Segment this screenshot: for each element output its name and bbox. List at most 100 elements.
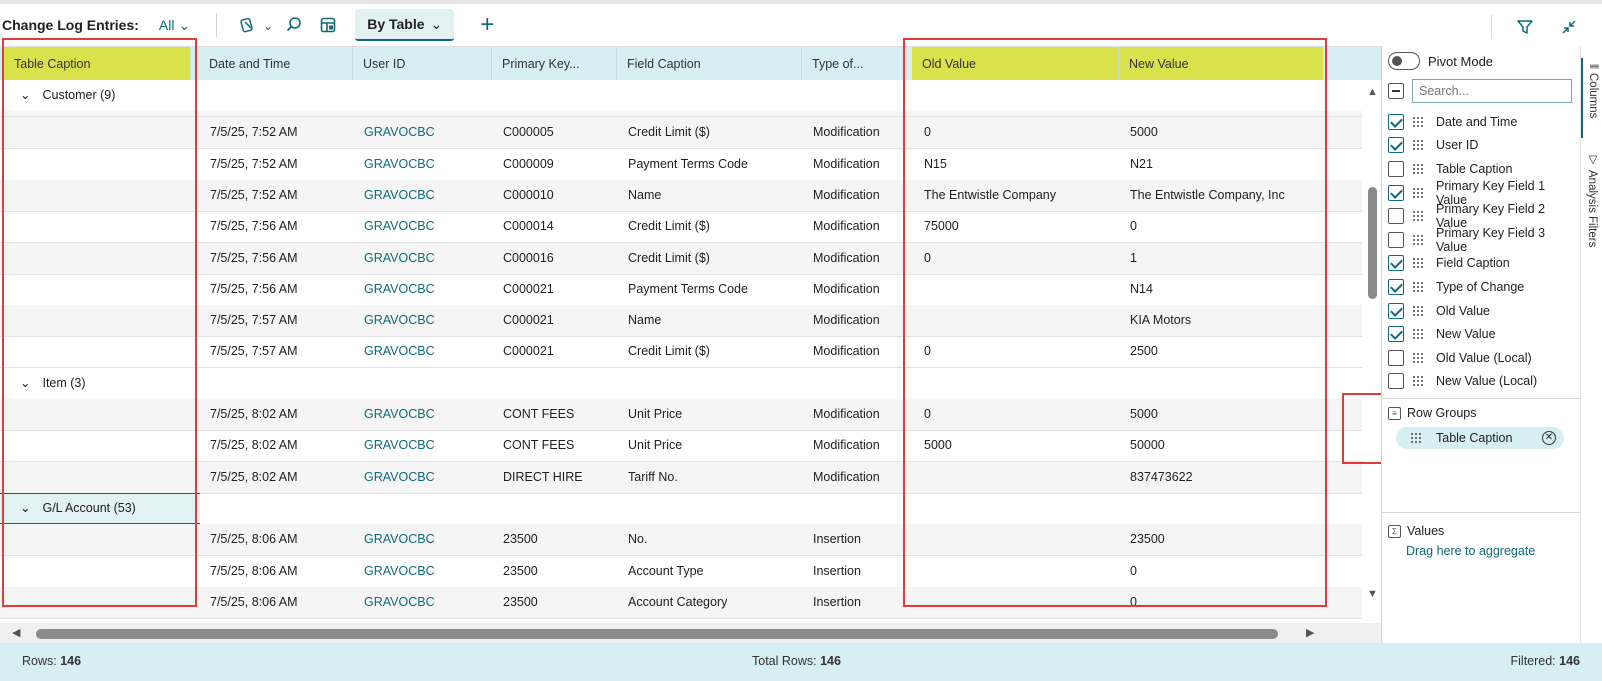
horizontal-scroll-thumb[interactable] — [36, 629, 1278, 639]
column-list-item[interactable]: Primary Key Field 2 Value — [1388, 202, 1578, 230]
drag-handle-icon[interactable] — [1412, 233, 1424, 246]
group-row[interactable]: ⌄ Customer (9) — [0, 80, 1362, 112]
drag-handle-icon[interactable] — [1412, 115, 1424, 128]
table-row[interactable]: 7/5/25, 7:52 AM GRAVOCBC C000009 Payment Te… — [0, 149, 1362, 181]
toggle-switch[interactable] — [1388, 52, 1420, 70]
view-selector[interactable]: By Table ⌄ — [355, 9, 455, 41]
column-header-primary-key[interactable]: Primary Key... — [492, 47, 617, 80]
cell-user[interactable]: GRAVOCBC — [364, 313, 435, 328]
chevron-down-icon[interactable]: ⌄ — [20, 375, 31, 390]
column-checkbox[interactable] — [1388, 302, 1404, 319]
filter-icon[interactable] — [1510, 12, 1540, 42]
column-header-date-time[interactable]: Date and Time — [199, 47, 353, 80]
table-row[interactable]: 7/5/25, 8:06 AM GRAVOCBC 23500 No. Insertion… — [0, 524, 1362, 557]
layout-icon[interactable] — [313, 10, 343, 40]
column-checkbox[interactable] — [1388, 231, 1404, 248]
select-all-checkbox[interactable] — [1388, 83, 1404, 99]
cell-user[interactable]: GRAVOCBC — [364, 407, 435, 421]
column-checkbox[interactable] — [1388, 278, 1404, 295]
scroll-left-icon[interactable]: ◀ — [12, 627, 21, 639]
horizontal-scrollbar[interactable]: ◀ ▶ — [0, 623, 1381, 644]
search-icon[interactable] — [279, 10, 309, 40]
group-label[interactable]: ⌄ Customer (9) — [20, 80, 115, 111]
column-checkbox[interactable] — [1388, 137, 1404, 154]
cell-user[interactable]: GRAVOCBC — [364, 438, 435, 453]
drag-handle-icon[interactable] — [1412, 186, 1424, 199]
table-row[interactable]: 7/5/25, 7:57 AM GRAVOCBC C000021 Name Modifi… — [0, 305, 1362, 338]
column-list-item[interactable]: Field Caption — [1388, 252, 1578, 276]
column-checkbox[interactable] — [1388, 160, 1404, 177]
column-list-item[interactable]: Table Caption — [1388, 157, 1578, 181]
remove-icon[interactable]: ✕ — [1542, 431, 1556, 445]
cell-user[interactable]: GRAVOCBC — [364, 219, 435, 234]
column-checkbox[interactable] — [1388, 255, 1404, 272]
column-list-item[interactable]: Old Value (Local) — [1388, 346, 1578, 370]
group-row[interactable]: ⌄ Item (3) — [0, 368, 1362, 400]
column-list-item[interactable]: Type of Change — [1388, 275, 1578, 299]
group-label[interactable]: ⌄ Item (3) — [20, 368, 86, 399]
cell-user[interactable]: GRAVOCBC — [364, 125, 435, 140]
column-header-old-value[interactable]: Old Value — [912, 47, 1119, 80]
tab-columns[interactable]: ⦀ Columns — [1581, 58, 1602, 138]
column-list-item[interactable]: New Value — [1388, 322, 1578, 346]
cell-user[interactable]: GRAVOCBC — [364, 156, 435, 171]
vertical-scrollbar[interactable]: ▲ ▼ — [1364, 80, 1381, 623]
column-header-user-id[interactable]: User ID — [353, 47, 492, 80]
scroll-up-icon[interactable]: ▲ — [1367, 86, 1378, 98]
table-row[interactable]: 7/5/25, 8:06 AM GRAVOCBC 23500 Account Type… — [0, 556, 1362, 588]
row-group-chip[interactable]: Table Caption ✕ — [1396, 427, 1564, 449]
drag-handle-icon[interactable] — [1412, 280, 1424, 293]
scroll-right-icon[interactable]: ▶ — [1306, 627, 1315, 639]
table-row[interactable]: 7/5/25, 8:02 AM GRAVOCBC DIRECT HIRE Tariff… — [0, 461, 1362, 494]
table-row[interactable]: 7/5/25, 7:56 AM GRAVOCBC C000014 Credit Lim… — [0, 211, 1362, 244]
group-row[interactable]: ⌄ G/L Account (53) — [0, 492, 1362, 525]
column-checkbox[interactable] — [1388, 208, 1404, 225]
column-list-item[interactable]: User ID — [1388, 134, 1578, 158]
column-list-item[interactable]: Primary Key Field 3 Value — [1388, 226, 1578, 254]
drag-handle-icon[interactable] — [1412, 304, 1424, 317]
column-header-field-caption[interactable]: Field Caption — [617, 47, 802, 80]
drag-handle-icon[interactable] — [1412, 351, 1424, 364]
scroll-down-icon[interactable]: ▼ — [1367, 588, 1378, 600]
drag-handle-icon[interactable] — [1412, 328, 1424, 341]
cell-user[interactable]: GRAVOCBC — [364, 532, 435, 547]
cell-user[interactable]: GRAVOCBC — [364, 469, 435, 484]
cell-user[interactable]: GRAVOCBC — [364, 594, 435, 609]
entries-filter-dropdown[interactable]: All ⌄ — [159, 17, 190, 34]
collapse-icon[interactable] — [1554, 12, 1584, 42]
column-checkbox[interactable] — [1388, 373, 1404, 390]
column-checkbox[interactable] — [1388, 349, 1404, 366]
table-row[interactable]: 7/5/25, 7:56 AM GRAVOCBC C000016 Credit Lim… — [0, 242, 1362, 275]
cell-user[interactable]: GRAVOCBC — [364, 187, 435, 202]
column-checkbox[interactable] — [1388, 184, 1404, 201]
analyze-icon[interactable] — [233, 10, 263, 40]
table-row[interactable]: 7/5/25, 7:56 AM GRAVOCBC C000021 Payment Te… — [0, 274, 1362, 306]
vertical-scroll-thumb[interactable] — [1368, 187, 1377, 299]
table-row[interactable]: 7/5/25, 7:52 AM GRAVOCBC C000005 Credit Lim… — [0, 117, 1362, 150]
add-icon[interactable]: + — [480, 11, 495, 38]
drag-handle-icon[interactable] — [1412, 257, 1424, 270]
column-search-input[interactable] — [1412, 79, 1572, 103]
column-checkbox[interactable] — [1388, 113, 1404, 130]
cell-user[interactable]: GRAVOCBC — [364, 563, 435, 578]
cell-user[interactable]: GRAVOCBC — [364, 250, 435, 265]
drag-handle-icon[interactable] — [1412, 139, 1424, 152]
table-row[interactable]: 7/5/25, 7:52 AM GRAVOCBC C000010 Name Modifi… — [0, 179, 1362, 212]
column-list-item[interactable]: New Value (Local) — [1388, 370, 1578, 394]
column-list-item[interactable]: Old Value — [1388, 299, 1578, 323]
table-row[interactable]: 7/5/25, 8:06 AM GRAVOCBC 23500 Account Cate… — [0, 586, 1362, 619]
cell-user[interactable]: GRAVOCBC — [364, 344, 435, 359]
drag-handle-icon[interactable] — [1412, 375, 1424, 388]
drag-handle-icon[interactable] — [1412, 162, 1424, 175]
chevron-down-icon[interactable]: ⌄ — [262, 18, 274, 33]
group-label[interactable]: ⌄ G/L Account (53) — [20, 493, 136, 524]
table-row[interactable]: 7/5/25, 8:02 AM GRAVOCBC CONT FEES Unit Pri… — [0, 399, 1362, 431]
drag-handle-icon[interactable] — [1412, 210, 1424, 223]
chevron-down-icon[interactable]: ⌄ — [20, 500, 31, 515]
values-drop-zone[interactable]: Drag here to aggregate — [1406, 544, 1536, 558]
column-checkbox[interactable] — [1388, 326, 1404, 343]
cell-user[interactable]: GRAVOCBC — [364, 281, 435, 296]
drag-handle-icon[interactable] — [1410, 432, 1422, 444]
column-header-table-caption[interactable]: Table Caption — [4, 47, 191, 80]
column-header-new-value[interactable]: New Value — [1119, 47, 1323, 80]
